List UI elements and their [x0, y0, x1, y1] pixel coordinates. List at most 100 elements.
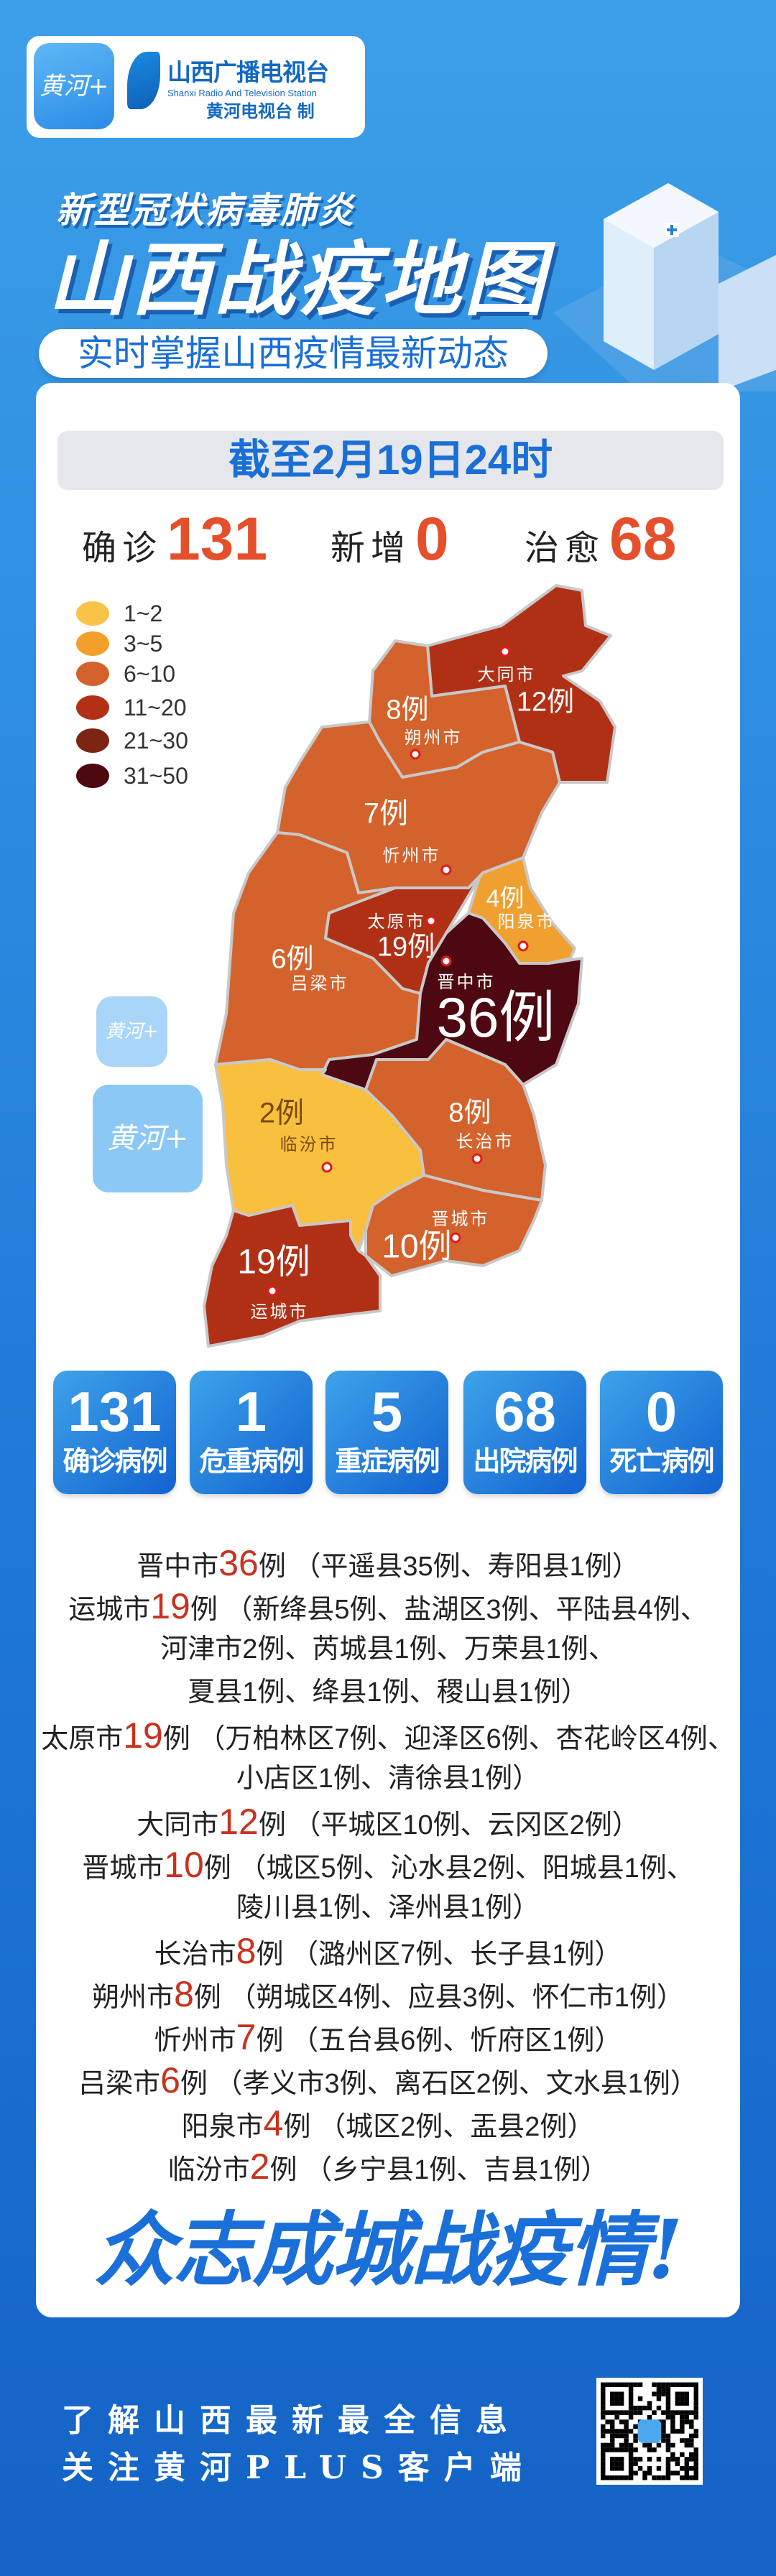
district-entry: 吕梁市6例 （孝义市3例、离石区2例、文水县1例） — [36, 2059, 740, 2102]
region-shape — [203, 1204, 382, 1348]
district-detail: （万柏林区7例、迎泽区6例、杏花岭区4例、 — [198, 1724, 735, 1754]
district-unit: 例 — [193, 1983, 221, 2013]
district-count: 2 — [249, 2146, 270, 2187]
legend-swatch — [76, 662, 109, 686]
district-count: 19 — [123, 1715, 163, 1756]
district-unit: 例 — [190, 1595, 218, 1625]
district-entry: 阳泉市4例 （城区2例、盂县2例） — [36, 2102, 740, 2145]
stat-value: 5 — [371, 1380, 403, 1443]
stat-tile: 68 出院病例 — [463, 1371, 586, 1494]
shanxi-map: 大同市12例朔州市8例忻州市7例吕梁市6例太原市19例阳泉市4例晋中市36例临汾… — [203, 584, 616, 1348]
legend-item: 3~5 — [76, 631, 162, 657]
region-name: 阳泉市 — [498, 912, 556, 932]
map-region: 吕梁市6例 — [214, 831, 422, 1071]
summary-cured: 治愈 68 — [525, 506, 676, 571]
stat-label: 重症病例 — [335, 1447, 440, 1477]
station-logo: 山西广播电视台 Shanxi Radio And Television Stat… — [127, 46, 357, 129]
district-detail: （朔城区4例、应县3例、怀仁市1例） — [228, 1983, 684, 2013]
legend-item: 1~2 — [76, 601, 162, 626]
district-entry: 晋中市36例 （平遥县35例、寿阳县1例） — [36, 1542, 740, 1585]
region-count: 4例 — [486, 885, 525, 912]
legend-swatch — [76, 695, 109, 720]
huanghe-app-logo: 黄河+ — [34, 43, 114, 129]
district-city: 晋中市 — [137, 1552, 219, 1582]
legend-label: 3~5 — [124, 631, 163, 657]
district-city: 忻州市 — [154, 2026, 236, 2056]
station-name-en: Shanxi Radio And Television Station — [167, 88, 317, 98]
legend-swatch — [76, 601, 109, 626]
district-entry-continued: 夏县1例、绛县1例、稷山县1例） — [36, 1671, 740, 1714]
region-name: 忻州市 — [383, 846, 441, 866]
district-entry-continued: 河津市2例、芮城县1例、万荣县1例、 — [36, 1628, 740, 1671]
district-detail: （平城区10例、云冈区2例） — [293, 1810, 639, 1840]
district-unit: 例 — [203, 1853, 231, 1884]
district-entry: 临汾市2例 （乡宁县1例、吉县1例） — [36, 2145, 740, 2188]
summary-label: 治愈 — [525, 529, 606, 567]
region-count: 7例 — [364, 797, 408, 829]
legend-item: 6~10 — [76, 661, 175, 687]
district-unit: 例 — [162, 1724, 190, 1754]
title-line1: 新型冠状病毒肺炎 — [56, 190, 355, 231]
summary-label: 新增 — [331, 529, 412, 567]
slogan: 众志成城战疫情! — [94, 2203, 683, 2297]
map-region: 阳泉市4例 — [467, 856, 576, 965]
city-marker-icon — [321, 1162, 333, 1173]
district-entry: 太原市19例 （万柏林区7例、迎泽区6例、杏花岭区4例、 — [36, 1714, 740, 1757]
region-name: 晋城市 — [432, 1210, 490, 1229]
district-entry: 长治市8例 （潞州区7例、长子县1例） — [36, 1929, 740, 1973]
district-unit: 例 — [258, 1810, 286, 1840]
legend-item: 11~20 — [76, 695, 187, 721]
district-city: 太原市 — [41, 1724, 124, 1754]
district-detail: （孝义市3例、离石区2例、文水县1例） — [215, 2069, 698, 2099]
map-region: 忻州市 7例 — [276, 721, 561, 894]
region-name: 运城市 — [251, 1302, 309, 1322]
page-title: 山西战疫地图 — [47, 235, 548, 325]
stat-tile: 0 死亡病例 — [600, 1371, 723, 1494]
district-count: 8 — [174, 1974, 194, 2014]
stat-value: 68 — [494, 1380, 556, 1443]
legend-swatch — [76, 631, 109, 656]
district-count: 36 — [218, 1543, 259, 1583]
district-city: 临汾市 — [167, 2155, 250, 2185]
watermark-logo: 黄河+ — [96, 996, 167, 1067]
region-count: 36例 — [437, 986, 555, 1049]
region-count: 8例 — [386, 695, 428, 726]
district-list: 晋中市36例 （平遥县35例、寿阳县1例） 运城市19例 （新绛县5例、盐湖区3例… — [36, 1542, 740, 2188]
city-marker-icon — [410, 749, 421, 760]
region-name: 晋中市 — [438, 973, 496, 992]
region-count: 2例 — [259, 1097, 304, 1129]
city-marker-icon — [517, 940, 529, 952]
district-city: 运城市 — [68, 1595, 151, 1625]
stat-label: 死亡病例 — [609, 1447, 714, 1477]
stat-value: 0 — [645, 1380, 678, 1443]
district-count: 8 — [236, 1931, 257, 1971]
station-leaf-icon — [127, 52, 160, 109]
stat-value: 1 — [235, 1380, 267, 1443]
region-name: 吕梁市 — [291, 974, 349, 993]
district-detail: （新绛县5例、盐湖区3例、平陆县4例、 — [225, 1595, 708, 1625]
district-count: 12 — [218, 1802, 259, 1842]
district-detail: 陵川县1例、泽州县1例） — [236, 1893, 540, 1923]
map-region: 晋城市10例 — [364, 1174, 543, 1277]
summary-confirmed: 确诊 131 — [82, 506, 267, 571]
hospital-building-illustration — [553, 183, 776, 392]
date-banner: 截至2月19日24时 — [57, 431, 724, 490]
stat-label: 出院病例 — [473, 1447, 578, 1477]
map-region: 运城市 19例 — [203, 1204, 382, 1348]
district-detail: （潞州区7例、长子县1例） — [291, 1940, 622, 1970]
legend-label: 21~30 — [124, 728, 188, 754]
district-entry-continued: 小店区1例、清徐县1例） — [36, 1757, 740, 1800]
district-detail: （五台县6例、忻府区1例） — [291, 2026, 622, 2056]
district-detail: 小店区1例、清徐县1例） — [236, 1764, 540, 1794]
district-detail: （乡宁县1例、吉县1例） — [305, 2155, 609, 2185]
station-name: 山西广播电视台 — [167, 59, 329, 85]
city-marker-icon — [450, 1232, 461, 1243]
district-count: 19 — [150, 1586, 190, 1626]
district-city: 长治市 — [154, 1940, 236, 1970]
qr-code-icon[interactable] — [596, 2378, 703, 2485]
maker-credit: 黄河电视台 制 — [206, 102, 315, 121]
city-marker-icon — [471, 1153, 483, 1164]
city-marker-icon — [499, 646, 511, 657]
legend-label: 1~2 — [124, 601, 163, 626]
region-name: 大同市 — [478, 665, 536, 685]
